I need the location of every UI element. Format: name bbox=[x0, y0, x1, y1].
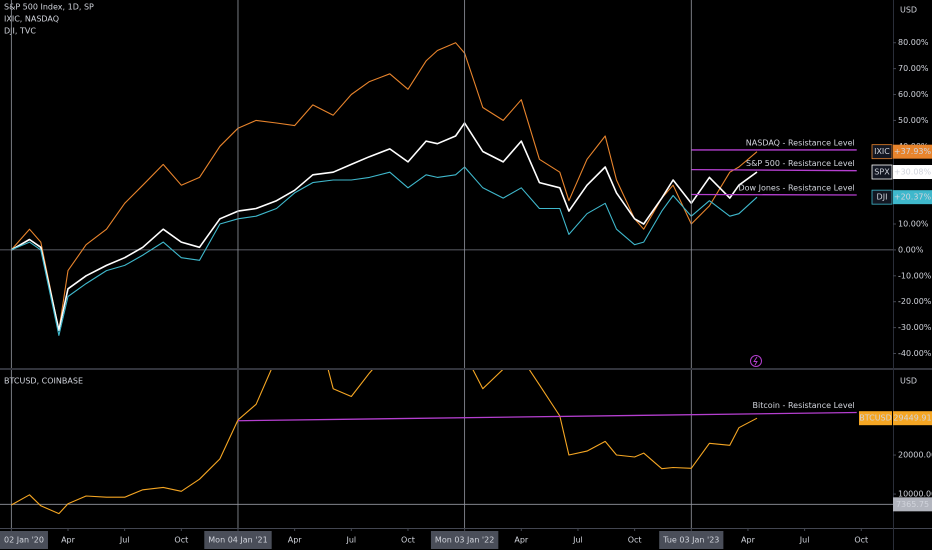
series-name: BTCUSD bbox=[859, 414, 892, 423]
axis-unit: USD bbox=[900, 377, 917, 386]
last-value-label: +20.37% bbox=[894, 193, 932, 202]
y-tick-label: -10.00% bbox=[898, 271, 932, 280]
pane-subtitle: DJI, TVC bbox=[4, 27, 36, 36]
x-tick-highlight bbox=[430, 531, 499, 549]
x-tick-label: Mon 03 Jan '22 bbox=[435, 536, 494, 545]
x-tick-label: Jul bbox=[572, 536, 583, 545]
x-tick-label: Jul bbox=[799, 536, 810, 545]
series-name: DJI bbox=[877, 193, 888, 202]
series-name: IXIC bbox=[874, 147, 890, 156]
y-tick-label: 70.00% bbox=[898, 64, 929, 73]
resistance-line bbox=[691, 168, 857, 172]
y-tick-label: 0.00% bbox=[898, 245, 924, 254]
last-value-badge bbox=[893, 190, 932, 205]
x-tick-highlight bbox=[659, 531, 724, 549]
price-badge-label: 7365.75 bbox=[896, 500, 929, 509]
annotation-label: Bitcoin - Resistance Level bbox=[753, 401, 855, 410]
x-tick-label: Oct bbox=[401, 536, 415, 545]
x-tick-label: Apr bbox=[61, 536, 76, 545]
x-tick-highlight bbox=[0, 531, 48, 549]
pane-title: S&P 500 Index, 1D, SP bbox=[4, 3, 94, 12]
resistance-line bbox=[237, 411, 857, 422]
series-line bbox=[11, 166, 758, 336]
last-value-badge bbox=[893, 144, 932, 159]
plot-area bbox=[11, 370, 758, 515]
resistance-line bbox=[691, 193, 857, 196]
last-value-label: +37.93% bbox=[894, 147, 932, 156]
x-tick-label: Oct bbox=[628, 536, 642, 545]
annotation-label: NASDAQ - Resistance Level bbox=[746, 138, 855, 147]
y-tick-label: 20000.00 bbox=[898, 451, 932, 460]
series-line bbox=[11, 370, 758, 515]
x-tick-label: Apr bbox=[514, 536, 529, 545]
y-tick-label: 50.00% bbox=[898, 116, 929, 125]
x-tick-label: Tue 03 Jan '23 bbox=[662, 536, 719, 545]
last-value-badge bbox=[893, 411, 932, 426]
series-name-badge bbox=[871, 189, 893, 205]
x-tick-label: Jul bbox=[345, 536, 356, 545]
series-line bbox=[10, 122, 758, 331]
y-tick-label: -30.00% bbox=[898, 323, 932, 332]
x-tick-highlight bbox=[204, 531, 272, 549]
x-tick-label: Apr bbox=[741, 536, 756, 545]
x-tick-label: Jul bbox=[119, 536, 130, 545]
y-tick-label: 80.00% bbox=[898, 38, 929, 47]
x-tick-label: Oct bbox=[174, 536, 188, 545]
axis-unit: USD bbox=[900, 6, 917, 15]
x-tick-label: 02 Jan '20 bbox=[4, 536, 44, 545]
price-badge bbox=[893, 497, 932, 512]
series-name-badge bbox=[871, 144, 893, 160]
series-line bbox=[10, 42, 758, 331]
series-name: SPX bbox=[874, 168, 890, 177]
event-icon[interactable] bbox=[750, 355, 762, 367]
x-tick-label: Oct bbox=[854, 536, 868, 545]
y-tick-label: 60.00% bbox=[898, 90, 929, 99]
y-tick-label: 10.00% bbox=[898, 220, 929, 229]
pane-title: BTCUSD, COINBASE bbox=[4, 377, 83, 386]
plot-area bbox=[10, 42, 758, 336]
event-icon-bolt bbox=[753, 356, 758, 366]
pane-subtitle: IXIC, NASDAQ bbox=[4, 15, 59, 24]
y-tick-label: 10000.00 bbox=[898, 490, 932, 499]
y-tick-label: -20.00% bbox=[898, 297, 932, 306]
series-name-badge bbox=[859, 411, 892, 426]
last-value-badge bbox=[893, 165, 932, 180]
x-tick-label: Mon 04 Jan '21 bbox=[208, 536, 267, 545]
annotation-label: Dow Jones - Resistance Level bbox=[738, 184, 854, 193]
series-name-badge bbox=[871, 164, 893, 180]
last-value-label: +30.08% bbox=[894, 168, 932, 177]
y-tick-label: -40.00% bbox=[898, 349, 932, 358]
annotation-label: S&P 500 - Resistance Level bbox=[746, 159, 855, 168]
x-tick-label: Apr bbox=[288, 536, 303, 545]
last-value-label: 29449.91 bbox=[893, 414, 931, 423]
